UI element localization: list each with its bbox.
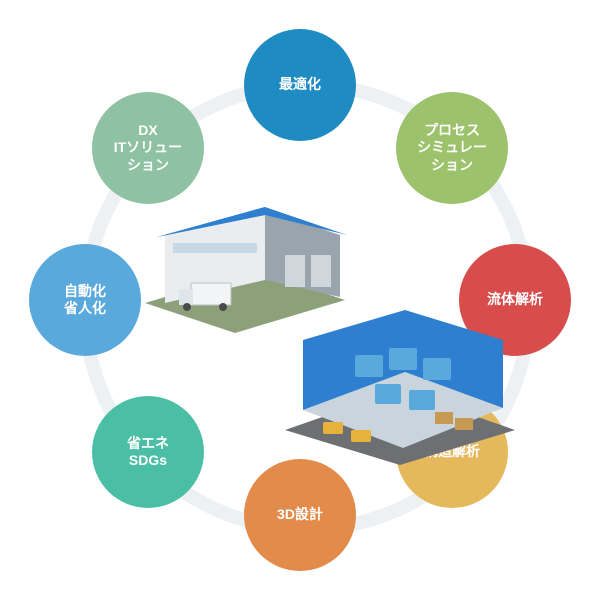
- node-label: 最適化: [279, 76, 321, 94]
- node-label: DX ITソリュー ション: [114, 122, 182, 175]
- node-auto[interactable]: 自動化 省人化: [29, 244, 141, 356]
- node-process[interactable]: プロセス シミュレー ション: [396, 92, 508, 204]
- node-energy[interactable]: 省エネ SDGs: [92, 396, 204, 508]
- node-opt[interactable]: 最適化: [244, 29, 356, 141]
- node-label: 省エネ SDGs: [127, 435, 169, 470]
- node-label: 自動化 省人化: [64, 283, 106, 318]
- node-label: プロセス シミュレー ション: [417, 122, 487, 175]
- factory-floor-illustration: [285, 300, 515, 465]
- node-label: 3D設計: [277, 506, 323, 524]
- node-3d[interactable]: 3D設計: [244, 459, 356, 571]
